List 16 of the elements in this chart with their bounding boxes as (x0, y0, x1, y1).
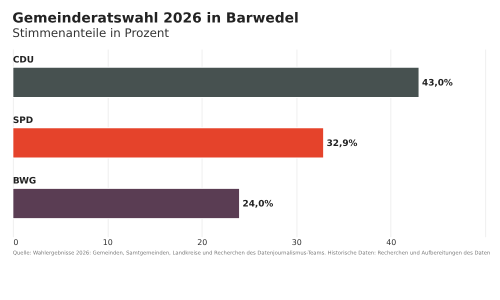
data-label: 32,9% (326, 138, 358, 149)
y-tick-label: BWG (12, 176, 36, 187)
x-tick-label: 40 (386, 238, 396, 248)
x-tick-label: 30 (292, 238, 302, 248)
bar (12, 66, 420, 98)
data-label: 24,0% (242, 199, 274, 210)
chart-subtitle: Stimmenanteile in Prozent (12, 26, 170, 40)
bar (12, 188, 240, 220)
x-tick-label: 0 (13, 238, 18, 248)
data-label: 43,0% (422, 78, 453, 88)
x-tick-label: 20 (197, 238, 208, 248)
y-tick-label: CDU (12, 56, 34, 66)
y-tick-label: SPD (12, 116, 34, 126)
chart-title: Gemeinderatswahl 2026 in Barwedel (12, 10, 299, 26)
x-tick-label: 10 (102, 238, 113, 248)
bar (12, 127, 324, 159)
